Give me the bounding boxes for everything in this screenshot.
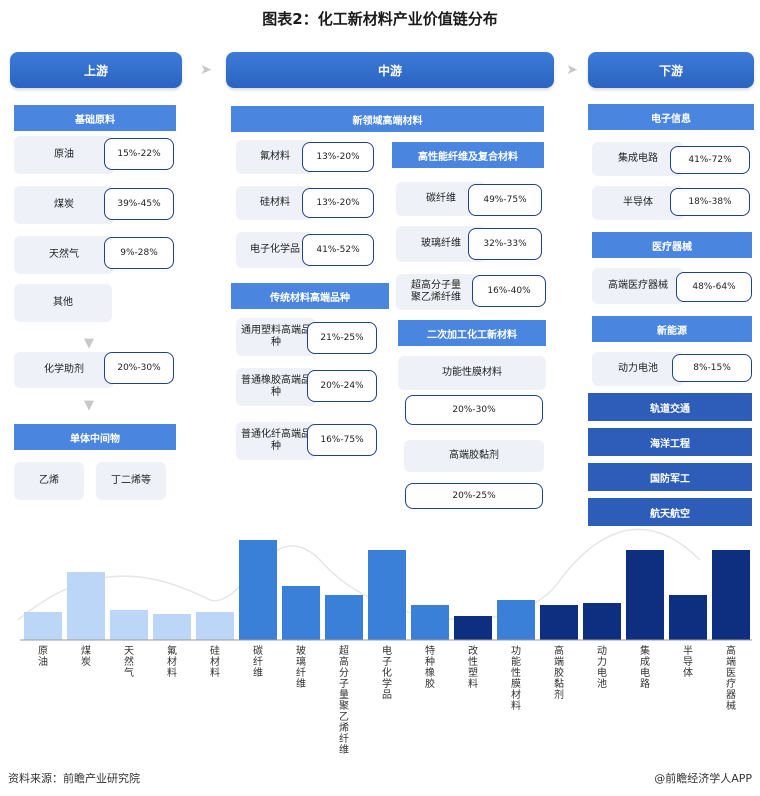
value-chain-bar-chart: 原油 煤炭 天然气 氟材料 硅材料 碳纤维 玻璃纤维 超高分子量聚乙烯纤维 电子化学品 特种橡胶 改…: [17, 528, 752, 756]
bar-电子化学品: [368, 550, 406, 640]
x-tick-label: 超高分子量聚乙烯纤维: [339, 644, 349, 756]
mid-trad-item: 普通橡胶高端品种: [236, 368, 316, 406]
mid-trad-pct: 16%-75%: [307, 424, 377, 456]
down-elec-item: 半导体: [592, 186, 684, 220]
x-tick-label: 硅材料: [210, 644, 220, 679]
mid-new-item: 电子化学品: [236, 232, 314, 268]
page-title: 图表2：化工新材料产业价值链分布: [262, 10, 498, 28]
x-tick-label: 半导体: [683, 644, 693, 679]
bar-改性塑料: [454, 616, 492, 640]
smile-curve: [17, 528, 701, 621]
down-elec-pct: 18%-38%: [670, 188, 750, 216]
brand-note: @前瞻经济学人APP: [654, 772, 752, 785]
bar-氟材料: [153, 614, 191, 640]
stage-midstream: 中游: [226, 52, 554, 88]
mid-new-pct: 13%-20%: [302, 142, 374, 172]
x-tick-label: 集成电路: [640, 644, 650, 690]
mid-trad-pct: 20%-24%: [307, 370, 377, 402]
mid-hp-head: 高性能纤维及复合材料: [392, 142, 544, 168]
upstream-basic-head: 基础原料: [14, 105, 176, 131]
mid-trad-item: 普通化纤高端品种: [236, 422, 316, 460]
mid-trad-head: 传统材料高端品种: [231, 283, 389, 309]
down-elec-pct: 41%-72%: [670, 146, 750, 174]
down-med-head: 医疗器械: [592, 232, 752, 258]
x-tick-label: 玻璃纤维: [296, 644, 306, 690]
down-med-item: 高端医疗器械: [592, 268, 684, 304]
bar-特种橡胶: [411, 605, 449, 640]
bar-原油: [24, 612, 62, 640]
bar-高端医疗器械: [712, 550, 750, 640]
mid-sec-pct: 20%-30%: [405, 395, 543, 425]
monomer-item: 丁二烯等: [96, 462, 166, 500]
down-other-item: 国防军工: [588, 463, 752, 491]
down-other-item: 轨道交通: [588, 393, 752, 421]
down-other-item: 海洋工程: [588, 428, 752, 456]
mid-sec-pct: 20%-25%: [405, 483, 543, 509]
mid-sec-head: 二次加工化工新材料: [398, 320, 546, 346]
x-tick-label: 高端医疗器械: [726, 644, 736, 712]
bar-煤炭: [67, 572, 105, 640]
mid-sec-item: 高端胶黏剂: [404, 440, 544, 472]
upstream-pct: 9%-28%: [104, 237, 174, 269]
mid-new-item: 氟材料: [236, 140, 314, 174]
bar-碳纤维: [239, 540, 277, 640]
bar-玻璃纤维: [282, 586, 320, 640]
stage-upstream: 上游: [10, 52, 182, 88]
upstream-item: 煤炭: [14, 186, 114, 224]
bar-天然气: [110, 610, 148, 640]
upstream-pct: 39%-45%: [104, 188, 174, 220]
mid-hp-pct: 32%-33%: [468, 228, 542, 260]
x-tick-label: 原油: [38, 645, 48, 668]
x-tick-label: 功能性膜材料: [511, 645, 521, 712]
x-tick-label: 煤炭: [81, 644, 91, 668]
mid-hp-item: 超高分子量聚乙烯纤维: [396, 274, 476, 310]
x-tick-label: 特种橡胶: [425, 645, 435, 690]
mid-trad-pct: 21%-25%: [307, 322, 377, 354]
x-tick-label: 高端胶黏剂: [554, 644, 564, 701]
x-tick-label: 天然气: [124, 646, 134, 679]
bar-动力电池: [583, 603, 621, 640]
arrow-right-icon: ➤: [200, 62, 212, 78]
mid-new-item: 硅材料: [236, 186, 314, 220]
bar-高端胶黏剂: [540, 605, 578, 640]
arrow-down-icon: ▼: [84, 336, 94, 351]
source-note: 资料来源：前瞻产业研究院: [8, 772, 140, 785]
monomer-item: 乙烯: [14, 462, 84, 500]
mid-sec-item: 功能性膜材料: [398, 356, 546, 390]
arrow-right-icon: ➤: [566, 62, 578, 78]
x-tick-label: 氟材料: [167, 644, 177, 679]
upstream-aux-pct: 20%-30%: [104, 352, 174, 384]
mid-hp-pct: 16%-40%: [472, 275, 546, 307]
x-tick-label: 电子化学品: [382, 644, 392, 701]
x-tick-label: 动力电池: [597, 645, 607, 690]
mid-new-pct: 41%-52%: [302, 234, 374, 266]
upstream-other: 其他: [14, 284, 112, 322]
x-tick-label: 改性塑料: [468, 644, 478, 690]
mid-trad-item: 通用塑料高端品种: [236, 318, 316, 356]
down-other-item: 航天航空: [588, 498, 752, 526]
stage-downstream: 下游: [588, 52, 754, 88]
bar-功能性膜材料: [497, 600, 535, 640]
bar-超高分子量聚乙烯纤维: [325, 595, 363, 640]
down-med-pct: 48%-64%: [676, 272, 752, 302]
mid-new-head: 新领域高端材料: [231, 106, 544, 132]
bar-集成电路: [626, 550, 664, 640]
down-energy-head: 新能源: [592, 316, 752, 342]
upstream-aux: 化学助剂: [14, 352, 114, 388]
upstream-item: 原油: [14, 136, 114, 174]
down-elec-head: 电子信息: [588, 104, 754, 130]
upstream-pct: 15%-22%: [104, 138, 174, 170]
upstream-monomer-head: 单体中间物: [14, 424, 176, 450]
down-energy-item: 动力电池: [592, 352, 684, 386]
x-tick-label: 碳纤维: [253, 644, 263, 679]
down-elec-item: 集成电路: [592, 142, 684, 176]
bar-硅材料: [196, 612, 234, 640]
down-energy-pct: 8%-15%: [672, 354, 752, 382]
arrow-down-icon: ▼: [84, 398, 94, 413]
mid-new-pct: 13%-20%: [302, 188, 374, 218]
bar-半导体: [669, 595, 707, 640]
mid-hp-pct: 49%-75%: [468, 184, 542, 216]
upstream-item: 天然气: [14, 236, 114, 274]
